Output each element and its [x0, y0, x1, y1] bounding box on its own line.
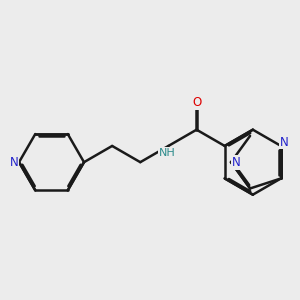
Text: N: N [280, 136, 289, 148]
Text: O: O [192, 96, 201, 109]
Text: N: N [232, 156, 240, 169]
Text: N: N [10, 156, 19, 169]
Text: NH: NH [158, 148, 175, 158]
